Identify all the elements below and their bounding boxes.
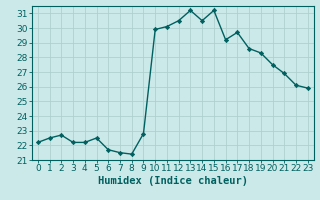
X-axis label: Humidex (Indice chaleur): Humidex (Indice chaleur) (98, 176, 248, 186)
